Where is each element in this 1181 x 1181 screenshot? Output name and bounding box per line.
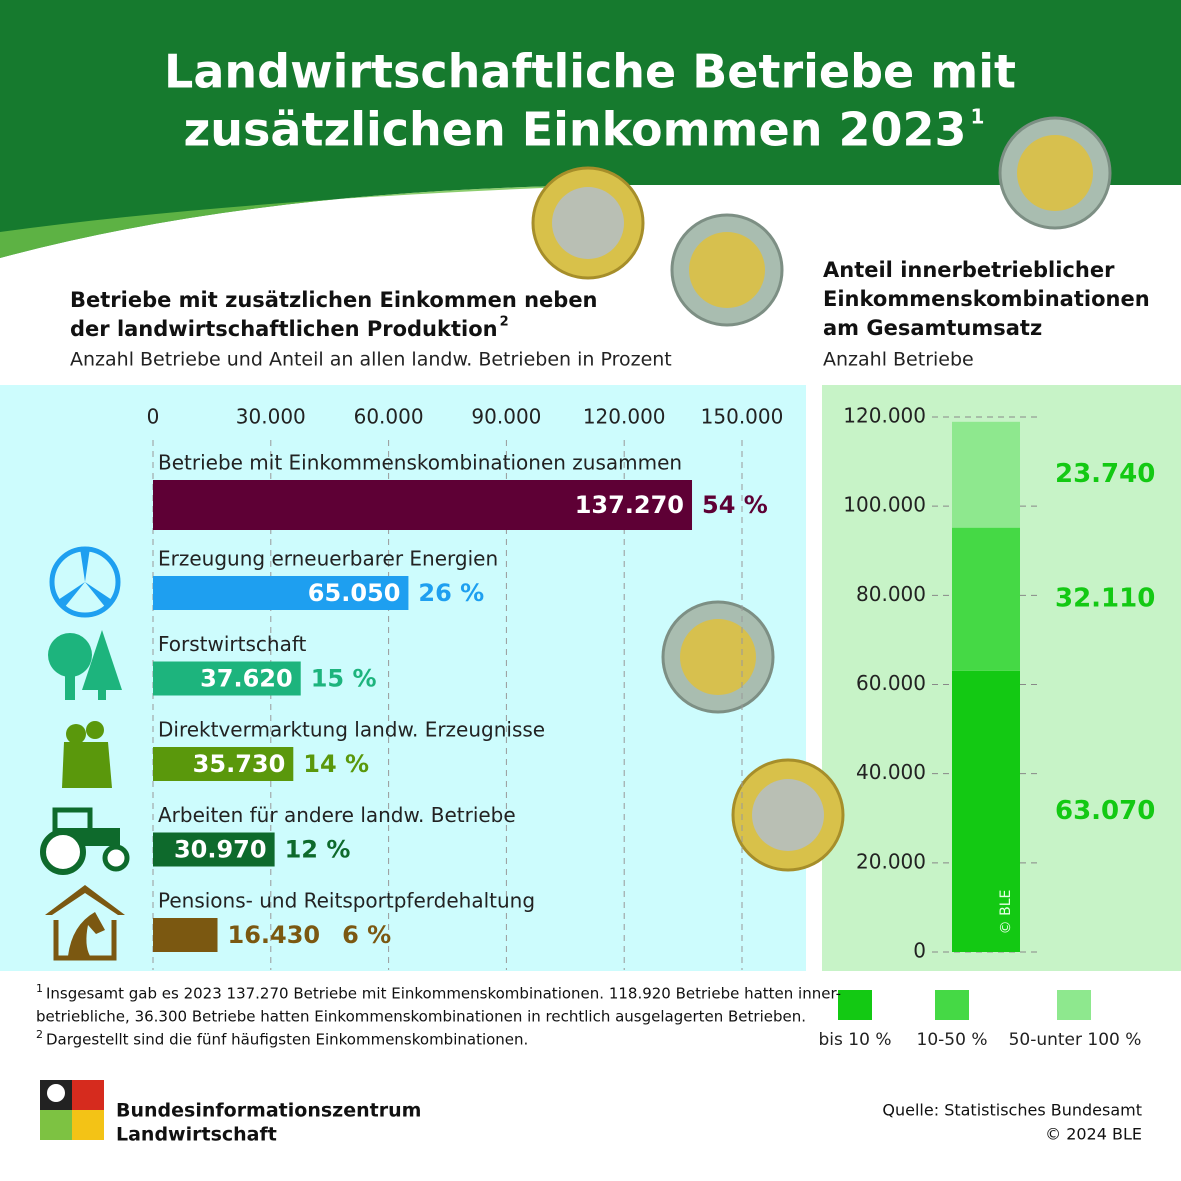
coins — [531, 116, 1112, 872]
y-tick-label: 100.000 — [843, 493, 926, 517]
share-label: 26 % — [418, 579, 484, 607]
x-tick-label: 120.000 — [583, 405, 666, 429]
legend-swatch — [1057, 990, 1091, 1020]
bar — [153, 661, 301, 696]
category-label: Erzeugung erneuerbarer Energien — [158, 547, 498, 571]
coin — [531, 166, 645, 280]
coin — [661, 600, 775, 714]
chart-title: am Gesamtumsatz — [823, 316, 1042, 340]
chart-title: Anteil innerbetrieblicher — [823, 258, 1115, 282]
title-note: 1 — [970, 105, 984, 129]
value-label: 16.430 — [228, 921, 321, 949]
footnotes: 1 Insgesamt gab es 2023 137.270 Betriebe … — [36, 982, 841, 1049]
category-label: Forstwirtschaft — [158, 632, 307, 656]
y-tick-label: 40.000 — [856, 760, 926, 784]
chart-title-note: 2 — [500, 315, 509, 330]
chart-title: Einkommenskombinationen — [823, 287, 1150, 311]
footnote: Insgesamt gab es 2023 137.270 Betriebe m… — [46, 985, 841, 1003]
y-tick-label: 80.000 — [856, 582, 926, 606]
legend-label: bis 10 % — [819, 1030, 892, 1050]
coin — [998, 116, 1112, 230]
header-swoosh — [0, 185, 620, 258]
org-name: Landwirtschaft — [116, 1124, 277, 1146]
share-label: 12 % — [285, 836, 351, 864]
title: zusätzlichen Einkommen 2023 — [184, 103, 967, 157]
share-label: 54 % — [702, 491, 768, 519]
footnote: betriebliche, 36.300 Betriebe hatten Ein… — [36, 1008, 806, 1026]
chart-title: der landwirtschaftlichen Produktion — [70, 317, 498, 341]
x-tick-label: 60.000 — [354, 405, 424, 429]
y-tick-label: 120.000 — [843, 404, 926, 428]
y-tick-label: 0 — [913, 939, 926, 963]
org-name: Bundesinformationszentrum — [116, 1100, 421, 1122]
bar — [153, 832, 275, 867]
value-label: 32.110 — [1055, 584, 1155, 614]
category-label: Arbeiten für andere landw. Betriebe — [158, 803, 516, 827]
bar-segment — [952, 527, 1020, 671]
bar-chart: Betriebe mit zusätzlichen Einkommen nebe… — [70, 288, 783, 970]
source: Quelle: Statistisches Bundesamt — [882, 1101, 1142, 1120]
footnote: Dargestellt sind die fünf häufigsten Ein… — [46, 1031, 528, 1049]
x-tick-label: 30.000 — [236, 405, 306, 429]
value-label: 35.730 — [193, 750, 286, 778]
watermark: © BLE — [998, 890, 1014, 935]
bar — [153, 747, 294, 781]
bar-segment — [952, 670, 1020, 952]
bar — [153, 918, 218, 952]
footnote-mark: 1 — [36, 982, 43, 995]
x-tick-label: 0 — [147, 405, 160, 429]
chart-subtitle: Anzahl Betriebe und Anteil an allen land… — [70, 349, 672, 371]
stacked-bar-chart: Anzahl Betriebe Anteil innerbetriebliche… — [819, 258, 1156, 1050]
value-label: 30.970 — [174, 836, 267, 864]
header-band — [0, 0, 1181, 258]
tree-icon — [48, 630, 122, 700]
category-label: Pensions- und Reitsportpferdehaltung — [158, 889, 535, 913]
wind-icon — [49, 546, 121, 618]
bar — [153, 480, 693, 530]
bar — [153, 576, 409, 610]
x-tick-label: 90.000 — [471, 405, 541, 429]
tractor-icon — [40, 807, 130, 875]
bar-segment — [952, 421, 1020, 528]
category-label: Direktvermarktung landw. Erzeugnisse — [158, 718, 545, 742]
chart-subtitle: Anzahl Betriebe — [823, 349, 974, 371]
share-label: 14 % — [303, 750, 369, 778]
value-label: 37.620 — [200, 665, 293, 693]
x-tick-label: 150.000 — [701, 405, 784, 429]
share-label: 15 % — [311, 665, 377, 693]
share-label: 6 % — [342, 921, 391, 949]
legend-swatch — [935, 990, 969, 1020]
bag-icon — [62, 721, 112, 788]
value-label: 23.740 — [1055, 459, 1155, 489]
title: Landwirtschaftliche Betriebe mit — [164, 45, 1016, 99]
logo — [40, 1080, 104, 1140]
coin — [670, 213, 784, 327]
value-label: 63.070 — [1055, 796, 1155, 826]
copyright: © 2024 BLE — [1045, 1125, 1142, 1144]
y-tick-label: 60.000 — [856, 671, 926, 695]
value-label: 65.050 — [308, 579, 401, 607]
category-label: Betriebe mit Einkommenskombinationen zus… — [158, 451, 682, 475]
coin — [731, 758, 845, 872]
legend-swatch — [838, 990, 872, 1020]
legend-label: 50-unter 100 % — [1009, 1030, 1142, 1050]
icons — [40, 546, 130, 961]
footnote-mark: 2 — [36, 1028, 43, 1041]
chart-title: Betriebe mit zusätzlichen Einkommen nebe… — [70, 288, 598, 312]
value-label: 137.270 — [575, 491, 684, 519]
horse-icon — [45, 885, 125, 961]
y-tick-label: 20.000 — [856, 849, 926, 873]
legend-label: 10-50 % — [917, 1030, 988, 1050]
